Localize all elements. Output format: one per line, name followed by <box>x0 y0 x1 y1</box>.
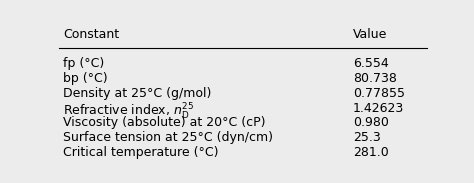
Text: Constant: Constant <box>63 28 119 41</box>
Text: 6.554: 6.554 <box>353 57 389 70</box>
Text: 0.980: 0.980 <box>353 116 389 129</box>
Text: Refractive index, $n_\mathrm{D}^{25}$: Refractive index, $n_\mathrm{D}^{25}$ <box>63 102 194 122</box>
Text: Density at 25°C (g/mol): Density at 25°C (g/mol) <box>63 87 211 100</box>
Text: Surface tension at 25°C (dyn/cm): Surface tension at 25°C (dyn/cm) <box>63 131 273 144</box>
Text: Value: Value <box>353 28 388 41</box>
Text: bp (°C): bp (°C) <box>63 72 108 85</box>
Text: 0.77855: 0.77855 <box>353 87 405 100</box>
Text: 1.42623: 1.42623 <box>353 102 404 115</box>
Text: 80.738: 80.738 <box>353 72 397 85</box>
Text: Viscosity (absolute) at 20°C (cP): Viscosity (absolute) at 20°C (cP) <box>63 116 265 129</box>
Text: Critical temperature (°C): Critical temperature (°C) <box>63 146 219 159</box>
Text: 25.3: 25.3 <box>353 131 381 144</box>
Text: 281.0: 281.0 <box>353 146 389 159</box>
Text: fp (°C): fp (°C) <box>63 57 104 70</box>
